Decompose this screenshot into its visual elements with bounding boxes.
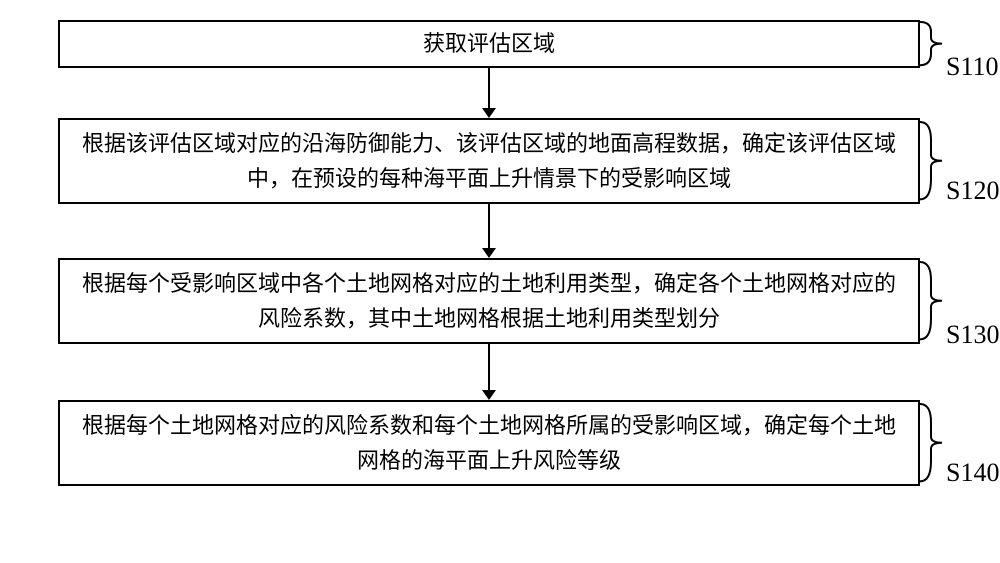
step-bracket — [920, 260, 946, 341]
step-label-S120: S120 — [946, 176, 999, 206]
flow-arrow — [477, 204, 501, 260]
flow-step-text: 根据每个土地网格对应的风险系数和每个土地网格所属的受影响区域，确定每个土地网格的… — [76, 408, 902, 478]
flow-step-b3: 根据每个受影响区域中各个土地网格对应的土地利用类型，确定各个土地网格对应的风险系… — [58, 258, 920, 344]
step-bracket — [920, 20, 946, 67]
flow-step-text: 根据每个受影响区域中各个土地网格对应的土地利用类型，确定各个土地网格对应的风险系… — [76, 266, 902, 336]
step-bracket — [920, 120, 946, 201]
step-label-S110: S110 — [946, 52, 999, 82]
flow-step-b1: 获取评估区域 — [58, 20, 920, 68]
flowchart-canvas: 获取评估区域 S110 根据该评估区域对应的沿海防御能力、该评估区域的地面高程数据，… — [0, 0, 1000, 563]
step-label-S140: S140 — [946, 458, 999, 488]
flow-step-b2: 根据该评估区域对应的沿海防御能力、该评估区域的地面高程数据，确定该评估区域中，在… — [58, 118, 920, 204]
flow-step-text: 获取评估区域 — [423, 26, 555, 61]
flow-arrow — [477, 344, 501, 402]
step-label-S130: S130 — [946, 320, 999, 350]
step-bracket — [920, 402, 946, 483]
flow-step-text: 根据该评估区域对应的沿海防御能力、该评估区域的地面高程数据，确定该评估区域中，在… — [76, 126, 902, 196]
flow-arrow — [477, 68, 501, 120]
flow-step-b4: 根据每个土地网格对应的风险系数和每个土地网格所属的受影响区域，确定每个土地网格的… — [58, 400, 920, 486]
